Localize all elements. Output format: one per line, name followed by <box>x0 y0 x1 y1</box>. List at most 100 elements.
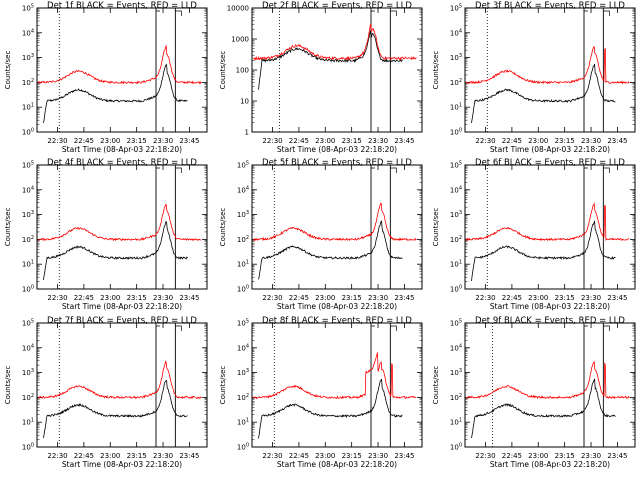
y-tick-exponent: 4 <box>31 185 34 191</box>
plot-frame <box>251 164 423 290</box>
y-tick-label: 100 <box>450 285 462 294</box>
x-tick-label: 23:00 <box>315 294 335 302</box>
y-tick-label: 100 <box>22 128 34 137</box>
chart-title: Det 2f BLACK = Events, RED = LLD <box>262 1 412 11</box>
y-tick-label: 101 <box>22 103 34 112</box>
marker-flag <box>156 325 182 331</box>
y-tick-exponent: 2 <box>31 393 34 399</box>
y-tick-exponent: 5 <box>31 319 34 325</box>
x-tick-label: 23:30 <box>368 294 388 302</box>
y-tick-label: 102 <box>22 235 34 244</box>
y-tick-exponent: 2 <box>31 235 34 241</box>
y-tick-label: 105 <box>22 161 34 170</box>
y-tick-exponent: 4 <box>459 343 462 349</box>
y-tick-label: 104 <box>237 185 249 194</box>
y-tick-label: 102 <box>450 235 462 244</box>
y-tick-exponent: 0 <box>31 128 34 134</box>
y-tick-label: 104 <box>22 343 34 352</box>
y-tick-exponent: 2 <box>246 393 249 399</box>
plot-frame <box>464 164 636 290</box>
y-axis-label: Counts/sec <box>432 208 440 247</box>
y-tick-exponent: 0 <box>246 443 249 449</box>
series-red-lld <box>252 352 417 400</box>
x-tick-label: 23:30 <box>581 452 601 460</box>
series-red-lld <box>252 203 417 242</box>
x-tick-label: 22:30 <box>475 137 495 145</box>
x-tick-label: 22:45 <box>74 452 94 460</box>
chart-panel-4: Det 4f BLACK = Events, RED = LLD Counts/s… <box>4 158 208 311</box>
x-tick-label: 23:30 <box>368 137 388 145</box>
series-red-lld <box>37 203 202 242</box>
y-tick-label: 102 <box>22 78 34 87</box>
marker-flag <box>584 167 610 173</box>
chart-title: Det 3f BLACK = Events, RED = LLD <box>475 1 625 11</box>
y-tick-exponent: 0 <box>31 443 34 449</box>
chart-title: Det 7f BLACK = Events, RED = LLD <box>47 316 197 326</box>
x-tick-label: 23:15 <box>555 452 575 460</box>
x-tick-label: 23:00 <box>528 452 548 460</box>
chart-panel-8: Det 8f BLACK = Events, RED = LLD Counts/s… <box>219 316 423 469</box>
x-tick-label: 23:45 <box>394 294 414 302</box>
x-tick-label: 22:45 <box>74 137 94 145</box>
y-tick-exponent: 0 <box>459 128 462 134</box>
y-tick-exponent: 0 <box>459 443 462 449</box>
y-tick-exponent: 3 <box>31 368 34 374</box>
chart-title: Det 9f BLACK = Events, RED = LLD <box>475 316 625 326</box>
x-tick-label: 22:45 <box>502 294 522 302</box>
x-tick-label: 23:15 <box>342 137 362 145</box>
marker-flag <box>371 167 397 173</box>
x-tick-label: 22:45 <box>502 452 522 460</box>
y-tick-exponent: 2 <box>459 393 462 399</box>
y-tick-label: 102 <box>450 393 462 402</box>
series-red-lld <box>465 360 630 400</box>
x-tick-label: 23:00 <box>100 294 120 302</box>
x-tick-label: 23:30 <box>581 137 601 145</box>
marker-flag <box>156 10 182 16</box>
series-black-events <box>43 221 188 281</box>
y-tick-label: 105 <box>237 319 249 328</box>
y-tick-exponent: 2 <box>31 78 34 84</box>
y-tick-exponent: 4 <box>459 28 462 34</box>
series-black-events <box>471 378 616 439</box>
y-tick-label: 104 <box>22 28 34 37</box>
y-tick-exponent: 2 <box>459 235 462 241</box>
y-axis-label: Counts/sec <box>4 208 12 247</box>
x-tick-label: 23:45 <box>607 452 627 460</box>
y-tick-exponent: 3 <box>459 210 462 216</box>
y-tick-label: 100 <box>236 67 249 75</box>
y-tick-label: 103 <box>22 53 34 62</box>
x-tick-label: 23:30 <box>153 137 173 145</box>
x-tick-label: 23:00 <box>315 137 335 145</box>
chart-panel-3: Det 3f BLACK = Events, RED = LLD Counts/s… <box>432 1 636 154</box>
y-tick-exponent: 4 <box>31 28 34 34</box>
y-tick-exponent: 1 <box>31 103 34 109</box>
y-tick-exponent: 3 <box>31 210 34 216</box>
x-tick-label: 22:30 <box>475 294 495 302</box>
chart-panel-7: Det 7f BLACK = Events, RED = LLD Counts/s… <box>4 316 208 469</box>
y-tick-label: 100 <box>237 443 249 452</box>
y-tick-label: 105 <box>22 4 34 13</box>
y-tick-label: 102 <box>22 393 34 402</box>
y-tick-exponent: 1 <box>31 260 34 266</box>
x-tick-label: 23:15 <box>127 452 147 460</box>
series-red-lld <box>465 46 630 85</box>
chart-panel-9: Det 9f BLACK = Events, RED = LLD Counts/s… <box>432 316 636 469</box>
x-tick-label: 23:45 <box>607 137 627 145</box>
chart-title: Det 6f BLACK = Events, RED = LLD <box>475 158 625 168</box>
x-tick-label: 23:00 <box>315 452 335 460</box>
y-tick-exponent: 5 <box>459 319 462 325</box>
y-tick-exponent: 3 <box>459 53 462 59</box>
x-tick-label: 23:45 <box>394 137 414 145</box>
y-tick-label: 103 <box>450 53 462 62</box>
y-tick-label: 101 <box>450 418 462 427</box>
x-tick-label: 22:30 <box>262 294 282 302</box>
y-tick-label: 104 <box>22 185 34 194</box>
series-black-events <box>471 63 616 124</box>
marker-flag <box>371 325 397 331</box>
marker-flag <box>584 325 610 331</box>
y-tick-exponent: 5 <box>31 161 34 167</box>
y-axis-label: Counts/sec <box>219 366 227 405</box>
y-tick-exponent: 0 <box>459 285 462 291</box>
x-tick-label: 23:45 <box>394 452 414 460</box>
y-tick-label: 104 <box>450 28 462 37</box>
